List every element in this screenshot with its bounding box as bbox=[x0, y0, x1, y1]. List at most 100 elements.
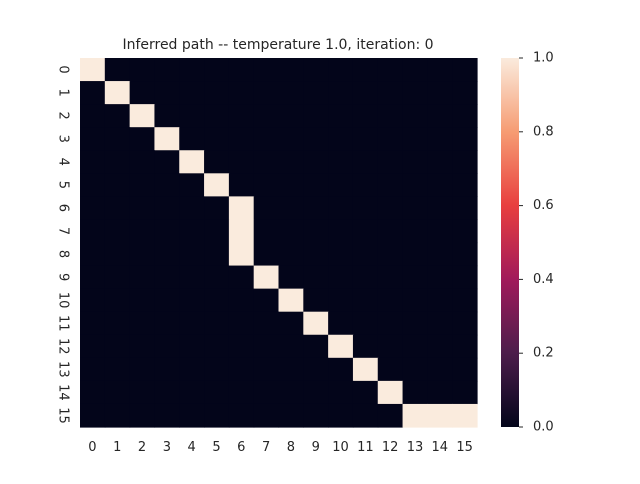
heatmap-cell bbox=[352, 219, 379, 244]
x-tick-label: 0 bbox=[88, 440, 96, 455]
heatmap-cell bbox=[328, 173, 354, 197]
heatmap-cell bbox=[228, 81, 255, 105]
heatmap-cell bbox=[104, 219, 131, 244]
y-tick-label: 0 bbox=[56, 65, 71, 73]
heatmap-cell bbox=[427, 219, 453, 244]
heatmap-cell bbox=[402, 311, 428, 336]
heatmap-cell bbox=[452, 196, 478, 221]
heatmap-cell bbox=[80, 403, 106, 428]
heatmap-cell bbox=[377, 311, 404, 336]
heatmap-cell bbox=[328, 58, 354, 82]
heatmap-cell bbox=[402, 127, 428, 151]
y-tick-label: 4 bbox=[56, 158, 71, 166]
heatmap-cell bbox=[253, 58, 280, 82]
colorbar-gradient bbox=[501, 58, 519, 427]
heatmap-cell bbox=[452, 81, 478, 105]
x-tick-label: 10 bbox=[332, 440, 349, 455]
heatmap-cell bbox=[253, 265, 280, 290]
x-tick-label: 9 bbox=[312, 440, 320, 455]
heatmap-cell bbox=[427, 242, 453, 267]
heatmap-cell bbox=[104, 242, 131, 267]
x-tick-label: 12 bbox=[382, 440, 399, 455]
heatmap-cell bbox=[402, 242, 428, 267]
heatmap-cell bbox=[129, 265, 156, 290]
heatmap-cell bbox=[402, 196, 428, 221]
heatmap-cell bbox=[179, 104, 205, 128]
y-tick-label: 5 bbox=[56, 181, 71, 189]
y-tick-label: 6 bbox=[56, 204, 71, 212]
heatmap-cell bbox=[452, 380, 478, 405]
heatmap-cell bbox=[204, 173, 230, 197]
heatmap-cell bbox=[80, 196, 106, 221]
heatmap-cell bbox=[352, 242, 379, 267]
heatmap-cell bbox=[129, 288, 156, 313]
heatmap-cell bbox=[402, 357, 428, 382]
heatmap-cell bbox=[154, 196, 180, 221]
heatmap-cell bbox=[377, 357, 404, 382]
x-tick-label: 6 bbox=[237, 440, 245, 455]
heatmap-cells bbox=[80, 58, 478, 428]
heatmap-cell bbox=[278, 265, 304, 290]
heatmap-cell bbox=[427, 311, 453, 336]
heatmap-cell bbox=[204, 219, 230, 244]
heatmap-cell bbox=[352, 81, 379, 105]
heatmap-cell bbox=[204, 104, 230, 128]
heatmap-cell bbox=[352, 150, 379, 174]
heatmap-cell bbox=[352, 196, 379, 221]
heatmap-cell bbox=[427, 81, 453, 105]
heatmap-cell bbox=[328, 242, 354, 267]
heatmap-cell bbox=[179, 242, 205, 267]
heatmap-cell bbox=[303, 173, 329, 197]
heatmap-cell bbox=[377, 403, 404, 428]
heatmap-cell bbox=[104, 127, 131, 151]
heatmap-cell bbox=[352, 334, 379, 359]
heatmap-cell bbox=[427, 380, 453, 405]
heatmap-cell bbox=[104, 58, 131, 82]
heatmap-cell bbox=[228, 242, 255, 267]
heatmap-cell bbox=[228, 104, 255, 128]
y-tick-label: 8 bbox=[56, 250, 71, 258]
heatmap-cell bbox=[179, 219, 205, 244]
heatmap-cell bbox=[253, 196, 280, 221]
heatmap-cell bbox=[253, 288, 280, 313]
heatmap-cell bbox=[228, 357, 255, 382]
heatmap-cell bbox=[303, 127, 329, 151]
x-tick-label: 4 bbox=[188, 440, 196, 455]
heatmap-cell bbox=[253, 242, 280, 267]
heatmap-cell bbox=[278, 288, 304, 313]
heatmap-cell bbox=[278, 242, 304, 267]
heatmap-cell bbox=[402, 173, 428, 197]
heatmap-cell bbox=[129, 127, 156, 151]
heatmap-cell bbox=[278, 150, 304, 174]
heatmap-cell bbox=[303, 403, 329, 428]
heatmap-cell bbox=[80, 81, 106, 105]
heatmap-cell bbox=[377, 127, 404, 151]
y-tick-label: 12 bbox=[56, 338, 71, 355]
heatmap-cell bbox=[179, 265, 205, 290]
heatmap-cell bbox=[104, 380, 131, 405]
heatmap-cell bbox=[179, 311, 205, 336]
heatmap-cell bbox=[328, 403, 354, 428]
y-tick-label: 9 bbox=[56, 273, 71, 281]
heatmap-cell bbox=[228, 173, 255, 197]
heatmap-cell bbox=[278, 58, 304, 82]
x-tick-label: 1 bbox=[113, 440, 121, 455]
y-tick-label: 1 bbox=[56, 88, 71, 96]
heatmap-cell bbox=[303, 150, 329, 174]
heatmap-cell bbox=[179, 127, 205, 151]
heatmap-cell bbox=[204, 58, 230, 82]
heatmap-cell bbox=[80, 311, 106, 336]
heatmap-cell bbox=[352, 380, 379, 405]
heatmap-cell bbox=[427, 104, 453, 128]
heatmap-cell bbox=[228, 265, 255, 290]
heatmap-cell bbox=[228, 288, 255, 313]
heatmap-cell bbox=[377, 288, 404, 313]
heatmap-cell bbox=[104, 265, 131, 290]
y-tick-label: 7 bbox=[56, 227, 71, 235]
heatmap-cell bbox=[228, 196, 255, 221]
heatmap-cell bbox=[253, 403, 280, 428]
heatmap-cell bbox=[377, 150, 404, 174]
heatmap-cell bbox=[377, 265, 404, 290]
heatmap-cell bbox=[104, 357, 131, 382]
heatmap-cell bbox=[377, 104, 404, 128]
